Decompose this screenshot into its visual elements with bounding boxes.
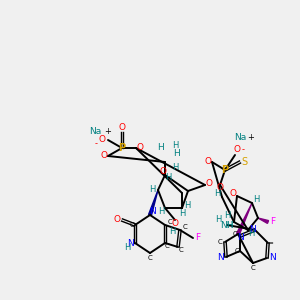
- Text: Na: Na: [89, 128, 101, 136]
- Text: C: C: [235, 248, 239, 254]
- Text: H: H: [165, 173, 171, 182]
- Text: N: N: [218, 253, 224, 262]
- Polygon shape: [237, 203, 252, 235]
- Text: C: C: [168, 219, 172, 225]
- Text: N: N: [237, 232, 243, 242]
- Text: H: H: [179, 208, 185, 217]
- Text: O: O: [217, 184, 224, 193]
- Text: H: H: [172, 140, 178, 149]
- Text: Na: Na: [234, 133, 246, 142]
- Text: N: N: [268, 254, 275, 262]
- Text: O: O: [206, 178, 212, 188]
- Polygon shape: [258, 218, 268, 224]
- Text: O: O: [136, 143, 143, 152]
- Text: =: =: [267, 240, 273, 246]
- Text: C: C: [130, 222, 134, 228]
- Text: H: H: [184, 200, 190, 209]
- Text: H: H: [169, 226, 175, 236]
- Text: H: H: [172, 148, 179, 158]
- Text: O: O: [118, 122, 125, 131]
- Text: H: H: [215, 215, 221, 224]
- Text: C: C: [232, 231, 237, 237]
- Text: P: P: [221, 165, 229, 175]
- Text: H: H: [248, 229, 254, 238]
- Text: O: O: [230, 190, 236, 199]
- Text: O: O: [100, 152, 107, 160]
- Text: -: -: [242, 146, 244, 154]
- Text: N: N: [127, 238, 134, 247]
- Text: F: F: [195, 233, 201, 242]
- Polygon shape: [148, 190, 158, 215]
- Text: C: C: [165, 243, 170, 249]
- Text: N: N: [148, 208, 155, 217]
- Text: P: P: [118, 143, 126, 153]
- Text: C: C: [148, 255, 152, 261]
- Text: C: C: [183, 224, 188, 230]
- Text: O: O: [233, 146, 241, 154]
- Text: +: +: [105, 128, 111, 136]
- Text: S: S: [241, 157, 247, 167]
- Text: O: O: [172, 220, 178, 229]
- Text: O: O: [113, 215, 121, 224]
- Text: H: H: [224, 211, 230, 220]
- Text: NH: NH: [220, 220, 234, 230]
- Text: O: O: [98, 136, 106, 145]
- Text: C: C: [250, 265, 255, 271]
- Text: C: C: [218, 239, 222, 245]
- Text: H: H: [214, 190, 220, 199]
- Text: O: O: [205, 158, 212, 166]
- Text: F: F: [270, 218, 276, 226]
- Text: -: -: [94, 140, 98, 148]
- Text: +: +: [248, 133, 254, 142]
- Text: H: H: [149, 185, 155, 194]
- Text: H: H: [253, 194, 259, 203]
- Text: H: H: [158, 206, 164, 215]
- Text: O: O: [160, 167, 167, 176]
- Text: N: N: [249, 226, 255, 235]
- Text: H: H: [172, 164, 178, 172]
- Text: C: C: [178, 247, 183, 253]
- Text: H: H: [124, 244, 130, 253]
- Text: H: H: [226, 220, 232, 230]
- Text: H: H: [157, 143, 164, 152]
